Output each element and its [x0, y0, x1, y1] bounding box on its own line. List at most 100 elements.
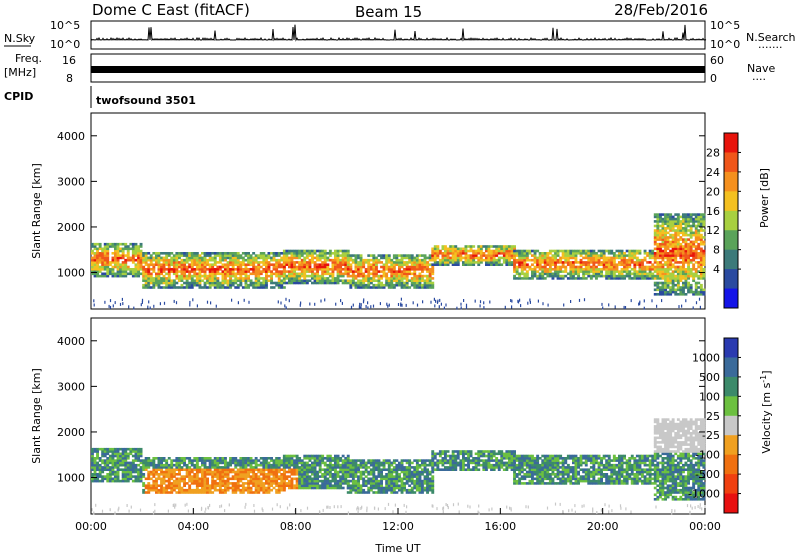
power-echo-cell — [666, 245, 670, 248]
power-echo-cell — [641, 277, 644, 280]
power-echo-cell — [216, 272, 220, 276]
power-echo-cell — [98, 270, 102, 273]
power-echo-cell — [114, 256, 117, 260]
power-echo-cell — [454, 247, 458, 251]
cpid-value: twofsound 3501 — [96, 94, 196, 107]
power-echo-cell — [305, 268, 309, 271]
power-echo-cell — [162, 270, 166, 273]
power-echo-cell — [684, 258, 688, 262]
power-echo-cell — [178, 270, 181, 273]
power-echo-cell — [108, 268, 112, 271]
power-echo-cell — [305, 261, 309, 264]
power-echo-cell — [364, 270, 368, 273]
power-echo-cell — [671, 236, 675, 239]
velocity-echo-cell — [121, 473, 125, 476]
velocity-echo-cell — [98, 457, 102, 460]
power-echo-cell — [628, 270, 632, 273]
power-echo-cell — [669, 213, 673, 216]
power-echo-cell — [610, 258, 614, 262]
velocity-echo-cell — [121, 454, 125, 458]
velocity-echo-cell — [91, 468, 94, 471]
nave-label: Nave — [747, 62, 775, 75]
velocity-echo-cell — [298, 457, 302, 460]
power-echo-cell — [226, 272, 230, 276]
power-echo-cell — [454, 263, 458, 266]
power-echo-cell — [357, 286, 360, 289]
power-echo-cell — [96, 268, 99, 271]
power-echo-cell — [684, 245, 688, 248]
velocity-echo-cell — [231, 468, 235, 471]
velocity-echo-cell — [377, 486, 381, 490]
power-echo-cell — [513, 265, 516, 269]
power-echo-cell — [664, 215, 667, 219]
power-echo-cell — [623, 258, 626, 262]
power-echo-cell — [584, 265, 588, 269]
power-echo-cell — [592, 268, 596, 271]
power-echo-cell — [559, 249, 563, 253]
power-echo-cell — [669, 222, 673, 225]
power-echo-cell — [382, 254, 386, 257]
power-echo-cell — [288, 279, 291, 282]
velocity-echo-cell — [354, 468, 358, 471]
velocity-echo-cell — [188, 488, 192, 492]
power-echo-cell — [206, 286, 209, 289]
power-echo-cell — [689, 268, 693, 271]
velocity-echo-cell — [103, 459, 107, 462]
power-echo-cell — [676, 272, 680, 276]
power-echo-cell — [121, 263, 125, 266]
velocity-echo-cell — [346, 466, 350, 469]
velocity-echo-cell — [201, 457, 204, 460]
power-echo-cell — [659, 231, 662, 235]
power-echo-cell — [295, 265, 299, 269]
nsearch-tick-top: 10^5 — [710, 19, 740, 32]
power-scatter-cell — [93, 303, 95, 307]
power-echo-cell — [234, 263, 238, 266]
power-echo-cell — [387, 279, 391, 282]
velocity-echo-cell — [241, 466, 245, 469]
velocity-echo-cell — [183, 468, 186, 471]
power-echo-cell — [474, 256, 478, 260]
power-echo-cell — [241, 270, 245, 273]
velocity-echo-cell — [218, 488, 222, 492]
power-echo-cell — [502, 252, 506, 255]
power-echo-cell — [121, 274, 125, 278]
power-echo-cell — [247, 261, 250, 264]
power-echo-cell — [436, 249, 440, 253]
power-echo-cell — [275, 254, 279, 257]
power-echo-cell — [615, 254, 619, 257]
power-echo-cell — [523, 252, 527, 255]
velocity-echo-cell — [247, 470, 250, 474]
power-echo-cell — [144, 254, 148, 257]
power-echo-cell — [421, 277, 424, 280]
power-echo-cell — [285, 277, 289, 280]
power-echo-cell — [190, 283, 194, 287]
power-echo-cell — [694, 229, 698, 232]
power-echo-cell — [311, 261, 314, 264]
velocity-echo-cell — [405, 477, 409, 481]
velocity-echo-cell — [124, 452, 128, 456]
velocity-echo-cell — [224, 463, 227, 467]
power-echo-cell — [659, 263, 662, 266]
power-scatter-cell — [405, 303, 407, 307]
power-echo-cell — [239, 263, 243, 266]
power-echo-cell — [533, 261, 537, 264]
power-echo-cell — [413, 256, 417, 260]
power-echo-cell — [561, 277, 565, 280]
power-echo-cell — [659, 215, 662, 219]
velocity-echo-cell — [244, 482, 248, 485]
power-echo-cell — [515, 272, 519, 276]
power-echo-cell — [201, 274, 204, 278]
power-scatter-cell — [460, 302, 462, 306]
velocity-echo-cell — [231, 475, 235, 478]
velocity-echo-cell — [221, 479, 225, 483]
power-echo-cell — [293, 254, 296, 257]
velocity-echo-cell — [339, 477, 343, 481]
velocity-echo-cell — [229, 457, 232, 460]
power-echo-cell — [341, 274, 345, 278]
velocity-echo-cell — [295, 459, 299, 462]
velocity-echo-cell — [116, 457, 120, 460]
power-echo-cell — [142, 254, 146, 257]
power-echo-cell — [572, 263, 575, 266]
velocity-echo-cell — [328, 454, 332, 458]
power-echo-cell — [702, 222, 706, 225]
